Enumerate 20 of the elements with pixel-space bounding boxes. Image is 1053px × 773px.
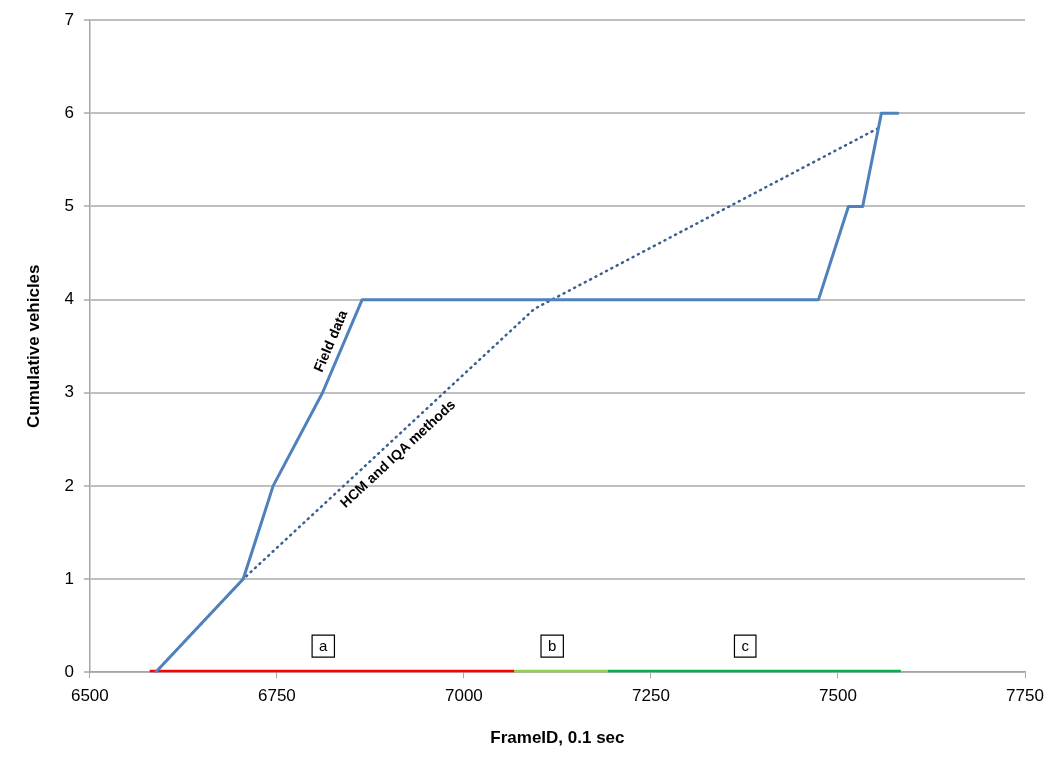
annotation: a <box>319 637 329 655</box>
x-tick-label: 6750 <box>257 686 296 706</box>
x-tick-label: 7750 <box>1006 686 1044 706</box>
y-tick-label: 3 <box>64 382 74 402</box>
x-tick-label: 6500 <box>70 686 109 706</box>
annotation: b <box>548 637 557 655</box>
annotation: c <box>741 637 750 655</box>
y-tick-label: 6 <box>64 103 74 123</box>
y-tick-label: 0 <box>64 661 74 681</box>
y-tick-label: 5 <box>64 196 74 216</box>
text: Field data <box>310 307 351 375</box>
y-tick-label: 1 <box>64 568 74 588</box>
x-tick-label: 7250 <box>632 686 670 706</box>
x-tick-label: 7000 <box>445 686 483 706</box>
y-tick-label: 2 <box>64 475 74 495</box>
y-tick-label: 7 <box>64 9 74 29</box>
x-tick-label: 7500 <box>819 686 857 706</box>
x-axis-title: FrameID, 0.1 sec <box>490 728 625 748</box>
y-axis-title: Cumulative vehicles <box>23 264 43 428</box>
y-tick-label: 4 <box>64 289 74 309</box>
